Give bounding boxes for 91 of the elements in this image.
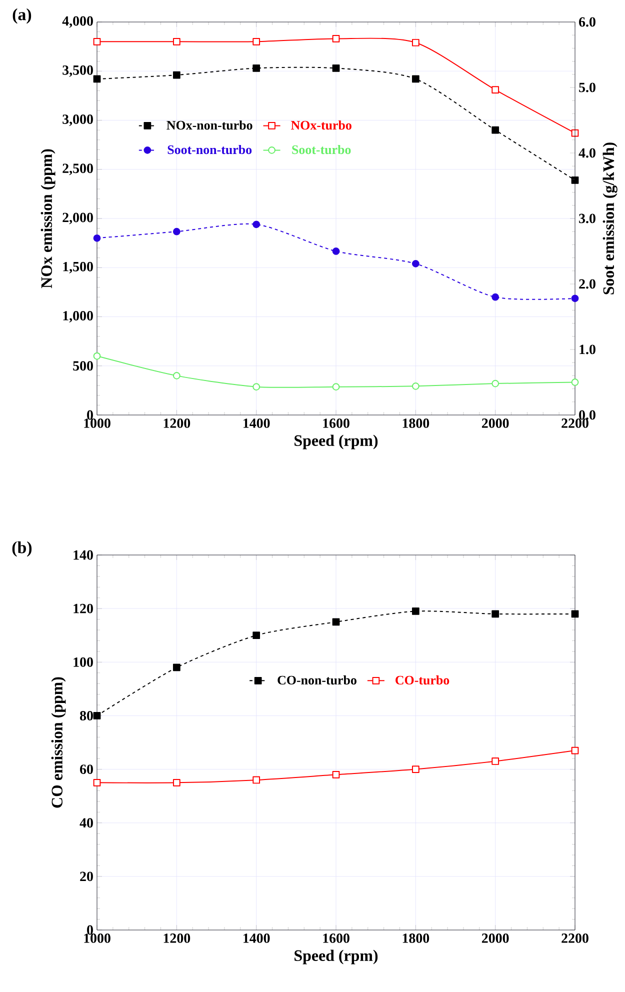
point (332, 64, 340, 72)
point (172, 372, 180, 380)
legend-label: Soot-non-turbo (168, 144, 252, 154)
x-tick-label: 2200 (562, 418, 588, 428)
legend-label: CO-non-turbo (278, 675, 356, 685)
y-tick-label: 1,500 (63, 262, 93, 274)
point (172, 664, 180, 672)
y2-tick-label: 1.0 (580, 344, 596, 354)
point (332, 383, 340, 391)
point (332, 248, 340, 255)
x-tick-label: 1400 (244, 418, 270, 428)
point (172, 71, 180, 79)
y-axis-title: NOx emission (ppm) (40, 149, 56, 288)
point (172, 228, 180, 236)
point (93, 778, 101, 786)
point (93, 352, 101, 360)
y-tick-label: 0 (87, 925, 93, 935)
y-tick-label: 0 (87, 410, 93, 420)
x-tick-label: 2200 (562, 934, 588, 943)
point (571, 294, 579, 302)
y-tick-label: 20 (80, 872, 93, 882)
point (492, 758, 500, 765)
point (252, 64, 260, 72)
y-tick-label: 140 (74, 550, 93, 560)
point (412, 38, 420, 46)
point (93, 38, 101, 46)
x-tick-label: 1200 (164, 934, 190, 943)
y2-tick-label: 2.0 (579, 279, 596, 289)
point (332, 35, 340, 42)
point (412, 608, 420, 615)
point (332, 770, 340, 778)
chart-title: (b) (12, 541, 32, 557)
y2-tick-label: 4.0 (578, 148, 596, 158)
y-tick-label: 40 (80, 818, 93, 828)
x-tick-label: 1000 (84, 934, 110, 943)
y-axis-title: CO emission (ppm) (51, 677, 66, 808)
legend-label: CO-turbo (396, 675, 450, 685)
point (93, 234, 101, 242)
y2-tick-label: 3.0 (579, 214, 596, 224)
point (492, 126, 500, 134)
x-tick-label: 1600 (323, 934, 350, 943)
point (571, 746, 579, 754)
legend-label: NOx-non-turbo (166, 120, 252, 130)
y-tick-label: 2,500 (62, 164, 93, 176)
y-tick-label: 80 (80, 711, 93, 720)
point (252, 632, 260, 640)
y-tick-label: 4,000 (62, 16, 93, 28)
y-tick-label: 1,000 (63, 311, 93, 322)
point (412, 382, 420, 390)
x-tick-label: 1800 (402, 934, 430, 943)
point (571, 610, 579, 618)
x-tick-label: 2000 (482, 934, 509, 943)
point (252, 220, 260, 228)
point (252, 776, 260, 784)
x-tick-label: 1200 (164, 418, 190, 428)
point (93, 712, 101, 720)
x-tick-label: 1800 (402, 418, 430, 428)
x-tick-label: 1000 (84, 418, 110, 428)
x-axis-title: Speed (rpm) (294, 950, 378, 964)
y-tick-label: 3,500 (62, 65, 93, 77)
point (172, 778, 180, 786)
point (571, 378, 579, 386)
point (93, 75, 101, 83)
x-axis-title: Speed (rpm) (294, 434, 378, 450)
point (492, 293, 500, 301)
point (332, 618, 340, 626)
y-tick-label: 500 (73, 361, 93, 371)
x-tick-label: 1600 (323, 418, 350, 428)
y-tick-label: 3,000 (62, 114, 93, 126)
point (252, 383, 260, 391)
point (492, 380, 500, 388)
point (252, 38, 260, 46)
chart-title: (a) (12, 8, 32, 24)
legend-label: Soot-turbo (292, 144, 351, 154)
y-tick-label: 2,000 (62, 212, 93, 224)
legend-label: NOx-turbo (291, 120, 352, 130)
point (492, 610, 500, 618)
x-tick-label: 2000 (482, 418, 509, 428)
point (412, 75, 420, 83)
point (172, 38, 180, 46)
y2-tick-label: 5.0 (579, 82, 596, 92)
x-tick-label: 1400 (244, 934, 270, 943)
point (412, 260, 420, 268)
point (492, 86, 500, 94)
point (412, 766, 420, 773)
y2-axis-title: Soot emission (g/kWh) (602, 142, 618, 294)
y-tick-label: 100 (74, 657, 93, 667)
y2-tick-label: 6.0 (579, 17, 596, 27)
y2-tick-label: 0.0 (579, 410, 596, 420)
y-tick-label: 120 (74, 604, 93, 614)
y-tick-label: 60 (80, 764, 93, 774)
